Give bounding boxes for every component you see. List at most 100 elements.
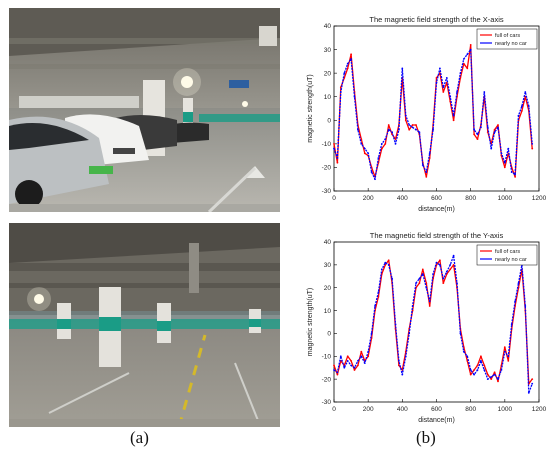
y-tick-label: 40 — [324, 23, 332, 30]
data-point — [452, 264, 455, 266]
data-point — [367, 355, 370, 358]
data-point — [486, 126, 489, 129]
photo-garage-full — [9, 8, 280, 212]
x-axis-label: distance(m) — [418, 206, 455, 213]
data-point — [353, 369, 356, 371]
data-point — [480, 126, 482, 129]
data-point — [425, 286, 428, 289]
data-point — [408, 128, 411, 131]
data-point — [459, 332, 462, 335]
data-point — [432, 273, 434, 275]
x-tick-label: 1000 — [498, 195, 513, 202]
data-point — [415, 128, 417, 131]
data-point — [493, 371, 496, 374]
x-tick-label: 400 — [397, 195, 408, 202]
data-point — [473, 133, 475, 136]
y-axis-label: magnetic strength(uT) — [307, 74, 314, 142]
data-point — [497, 378, 499, 380]
data-point — [387, 264, 390, 266]
panel-label-b: (b) — [416, 428, 436, 447]
legend: full of cars nearly no car — [476, 28, 538, 50]
data-point — [486, 373, 489, 376]
data-point — [350, 364, 352, 367]
x-tick-label: 400 — [397, 406, 408, 413]
garage-full-illustration — [9, 8, 280, 212]
data-point — [339, 91, 342, 93]
x-tick-label: 200 — [363, 195, 374, 202]
panel-label-a: (a) — [130, 428, 149, 447]
data-point — [415, 124, 417, 126]
data-point — [497, 124, 499, 126]
data-point — [380, 273, 383, 275]
data-point — [387, 128, 390, 131]
data-point — [380, 268, 383, 271]
data-point — [435, 261, 438, 264]
data-point — [418, 277, 421, 280]
data-point — [497, 380, 499, 383]
y-tick-label: 0 — [327, 331, 331, 338]
x-tick-label: 1200 — [532, 406, 547, 413]
data-point — [408, 332, 411, 335]
data-point — [510, 323, 513, 326]
data-point — [439, 264, 441, 266]
x-tick-label: 0 — [332, 406, 336, 413]
y-axis-label: magnetic strength(uT) — [307, 288, 314, 356]
series-line-nearly-no-car — [333, 48, 533, 180]
data-point — [449, 95, 452, 98]
data-point — [531, 378, 534, 380]
data-point — [350, 360, 352, 362]
data-point — [411, 126, 414, 129]
y-tick-label: 10 — [324, 308, 332, 315]
data-point — [398, 128, 400, 131]
y-tick-label: -10 — [322, 353, 332, 360]
data-point — [439, 67, 441, 70]
data-point — [346, 67, 349, 70]
data-point — [462, 58, 465, 60]
data-point — [452, 119, 455, 122]
data-point — [333, 369, 335, 371]
data-point — [514, 176, 516, 178]
data-point — [343, 72, 346, 74]
data-point — [466, 67, 469, 70]
chart-title: The magnetic field strength of the X-axi… — [369, 15, 503, 24]
data-point — [411, 124, 414, 126]
data-point — [421, 164, 424, 167]
data-point — [476, 133, 479, 136]
legend-box — [476, 244, 538, 266]
data-point — [514, 173, 516, 176]
chart-y-axis-magnetic: The magnetic field strength of the Y-axi… — [300, 228, 550, 428]
data-point — [428, 305, 431, 307]
data-point — [456, 91, 458, 93]
data-point — [418, 131, 421, 133]
data-point — [394, 323, 397, 326]
y-tick-label: 30 — [324, 47, 332, 54]
data-point — [521, 105, 523, 107]
data-point — [442, 86, 445, 89]
data-point — [503, 166, 506, 169]
data-point — [435, 77, 438, 79]
data-point — [333, 147, 335, 150]
data-point — [343, 366, 346, 369]
data-point — [476, 138, 479, 140]
data-point — [507, 360, 510, 362]
data-point — [415, 282, 417, 284]
data-point — [442, 277, 445, 280]
x-tick-label: 600 — [431, 406, 442, 413]
data-point — [370, 171, 373, 174]
x-tick-label: 800 — [465, 406, 476, 413]
data-point — [500, 152, 503, 155]
y-tick-label: 10 — [324, 94, 332, 101]
data-point — [401, 67, 404, 70]
data-point — [384, 138, 387, 140]
chart-x-axis-magnetic: The magnetic field strength of the X-axi… — [300, 12, 550, 217]
legend-box — [476, 28, 538, 50]
data-point — [377, 291, 380, 294]
data-point — [490, 376, 493, 378]
data-point — [473, 128, 475, 131]
data-point — [497, 126, 499, 129]
data-point — [456, 282, 458, 284]
data-point — [490, 147, 493, 150]
data-point — [421, 268, 424, 271]
data-point — [503, 346, 506, 348]
data-point — [363, 152, 366, 155]
